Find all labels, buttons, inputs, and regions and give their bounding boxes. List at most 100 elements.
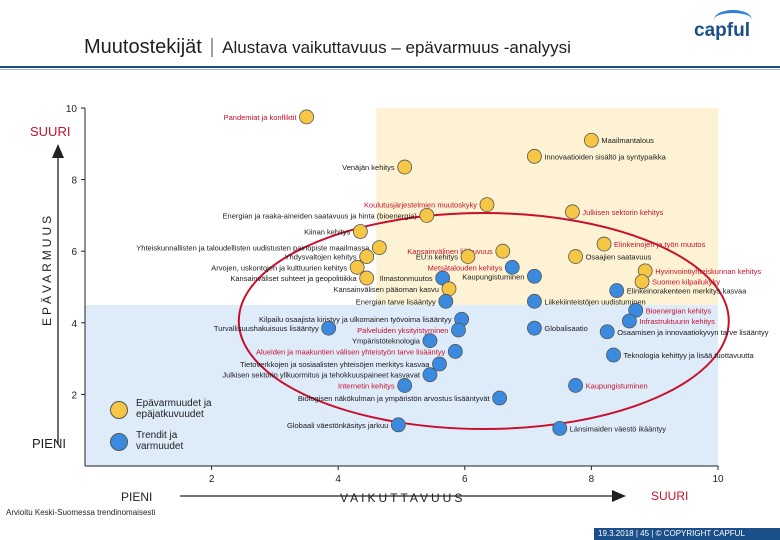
y-tick-label: 6 — [71, 247, 77, 258]
footer-copyright: © COPYRIGHT CAPFUL — [655, 529, 745, 538]
title-main: Muutostekijät — [84, 36, 202, 58]
page-title: Muutostekijät | Alustava vaikuttavuus – … — [84, 36, 571, 59]
x-axis-title: VAIKUTTAVUUS — [340, 491, 466, 505]
data-point — [359, 270, 375, 286]
data-point — [609, 283, 625, 298]
y-tick-label: 10 — [66, 104, 78, 115]
data-point — [359, 249, 375, 264]
title-subtitle: Alustava vaikuttavuus – epävarmuus -anal… — [222, 38, 571, 57]
point-label: Suomen kilpailukyky — [652, 278, 720, 287]
y-axis-title: EPÄVARMUUS — [40, 212, 54, 326]
point-label: Kilpailu osaajista kiristyy ja ulkomaine… — [259, 315, 452, 324]
data-point — [438, 293, 454, 309]
data-point — [568, 378, 583, 393]
point-label: Teknologia kehittyy ja lisää tuottavuutt… — [624, 351, 755, 360]
point-label: Hyvinvointiyhteiskunnan kehitys — [655, 267, 761, 276]
x-axis-low-label: PIENI — [121, 490, 153, 504]
data-point — [397, 159, 413, 175]
data-point — [479, 197, 495, 213]
data-point — [568, 249, 583, 264]
point-label: Kansainvälinen liikkuvuus — [407, 247, 493, 256]
data-point — [397, 378, 413, 393]
point-label: Alueiden ja maakuntien välisen yhteistyö… — [256, 347, 446, 356]
data-point — [492, 390, 508, 406]
y-axis-low-label: PIENI — [32, 436, 66, 451]
y-tick-label: 4 — [71, 319, 77, 330]
point-label: Kiinan kehitys — [304, 228, 351, 237]
footer-sep2: | — [651, 529, 656, 538]
point-label: Bioenergian kehitys — [646, 306, 712, 315]
zone-uncertainty — [376, 108, 718, 305]
data-point — [321, 320, 337, 336]
data-point — [495, 243, 511, 259]
point-label: Ympäristöteknologia — [352, 337, 421, 346]
point-label: Kansainvälisen pääoman kasvu — [333, 285, 438, 294]
focus-ellipse — [237, 212, 730, 431]
x-tick-label: 6 — [462, 474, 468, 485]
x-tick-label: 10 — [712, 474, 724, 485]
footer-bar: 19.3.2018 | 45 | © COPYRIGHT CAPFUL — [594, 528, 780, 540]
data-point — [634, 274, 650, 290]
footer-page: 45 — [640, 529, 650, 538]
footnote: Arvioitu Keski-Suomessa trendinomaisesti — [6, 508, 156, 517]
data-point — [584, 132, 599, 148]
point-label: Osaajien saatavuus — [586, 253, 652, 262]
data-point — [606, 347, 621, 363]
data-point — [527, 320, 542, 336]
point-label: Biologisen näkökulman ja ympäristön arvo… — [298, 394, 491, 403]
header-divider-thin — [0, 69, 780, 70]
point-label: Länsimaiden väestö ikääntyy — [570, 424, 667, 433]
point-label: Kaupungistuminen — [586, 381, 648, 390]
point-label: Elinkeinojen ja työn muutos — [614, 240, 706, 249]
point-label: Infrastruktuurin kehitys — [639, 317, 715, 326]
point-label: Metsätalouden kehitys — [428, 263, 503, 272]
point-label: EU:n kehitys — [416, 253, 458, 262]
data-point — [447, 344, 463, 359]
y-axis-high-label: SUURI — [30, 124, 71, 139]
header-divider — [0, 66, 780, 68]
data-point — [299, 109, 314, 125]
point-label: Globaali väestönkäsitys jarkuu — [287, 421, 388, 430]
point-label: Kansainväliset suhteet ja geopolitiikka — [230, 274, 357, 283]
legend-uncertainty-dot — [110, 401, 128, 419]
legend-trend-dot — [110, 433, 128, 451]
title-separator: | — [209, 36, 215, 58]
data-point — [390, 417, 406, 433]
capful-logo: capful — [694, 10, 752, 42]
point-label: Ilmastonmuutos — [380, 274, 433, 283]
x-axis-high-label: SUURI — [651, 489, 689, 503]
point-label: Internetin kehitys — [338, 381, 395, 390]
point-label: Julkisen sektorin yllkuormitus ja tehokk… — [222, 371, 421, 380]
data-point — [527, 268, 542, 284]
data-point — [460, 249, 476, 264]
logo-arc-icon — [714, 10, 752, 29]
data-point — [451, 322, 466, 338]
legend-trend-label: Trendit ja varmuudet — [136, 430, 184, 452]
point-label: Arvojen, uskontojen ja kulttuurien kehit… — [211, 263, 347, 272]
data-point — [565, 204, 580, 220]
data-point — [596, 236, 612, 252]
y-tick-label: 8 — [71, 176, 77, 187]
y-arrow-head-icon — [52, 144, 64, 158]
data-point — [349, 259, 365, 275]
point-label: Elinkeinorakenteen merkitys kasvaa — [627, 287, 747, 296]
footer-sep: | — [635, 529, 641, 538]
data-point — [371, 240, 387, 256]
point-label: Osaamisen ja innovaatiokyvyn tarve lisää… — [617, 328, 769, 337]
point-label: Energian ja raaka-aineiden saatavuus ja … — [223, 211, 418, 220]
data-point — [441, 281, 457, 297]
data-point — [422, 367, 438, 383]
footer-date: 19.3.2018 — [598, 529, 634, 538]
x-tick-label: 4 — [335, 474, 341, 485]
y-tick-label: 2 — [71, 390, 77, 401]
point-label: Energian tarve lisääntyy — [356, 297, 436, 306]
x-tick-label: 2 — [209, 474, 215, 485]
point-label: Globalisaatio — [544, 324, 587, 333]
data-point — [504, 259, 520, 275]
point-label: Palveluiden yksityistyminen — [357, 326, 448, 335]
point-label: Yhdysvaltojen kehitys — [285, 253, 357, 262]
data-point — [419, 207, 435, 223]
point-label: Innovaatioiden sisältö ja syntypaikka — [544, 152, 666, 161]
data-point — [527, 148, 542, 164]
